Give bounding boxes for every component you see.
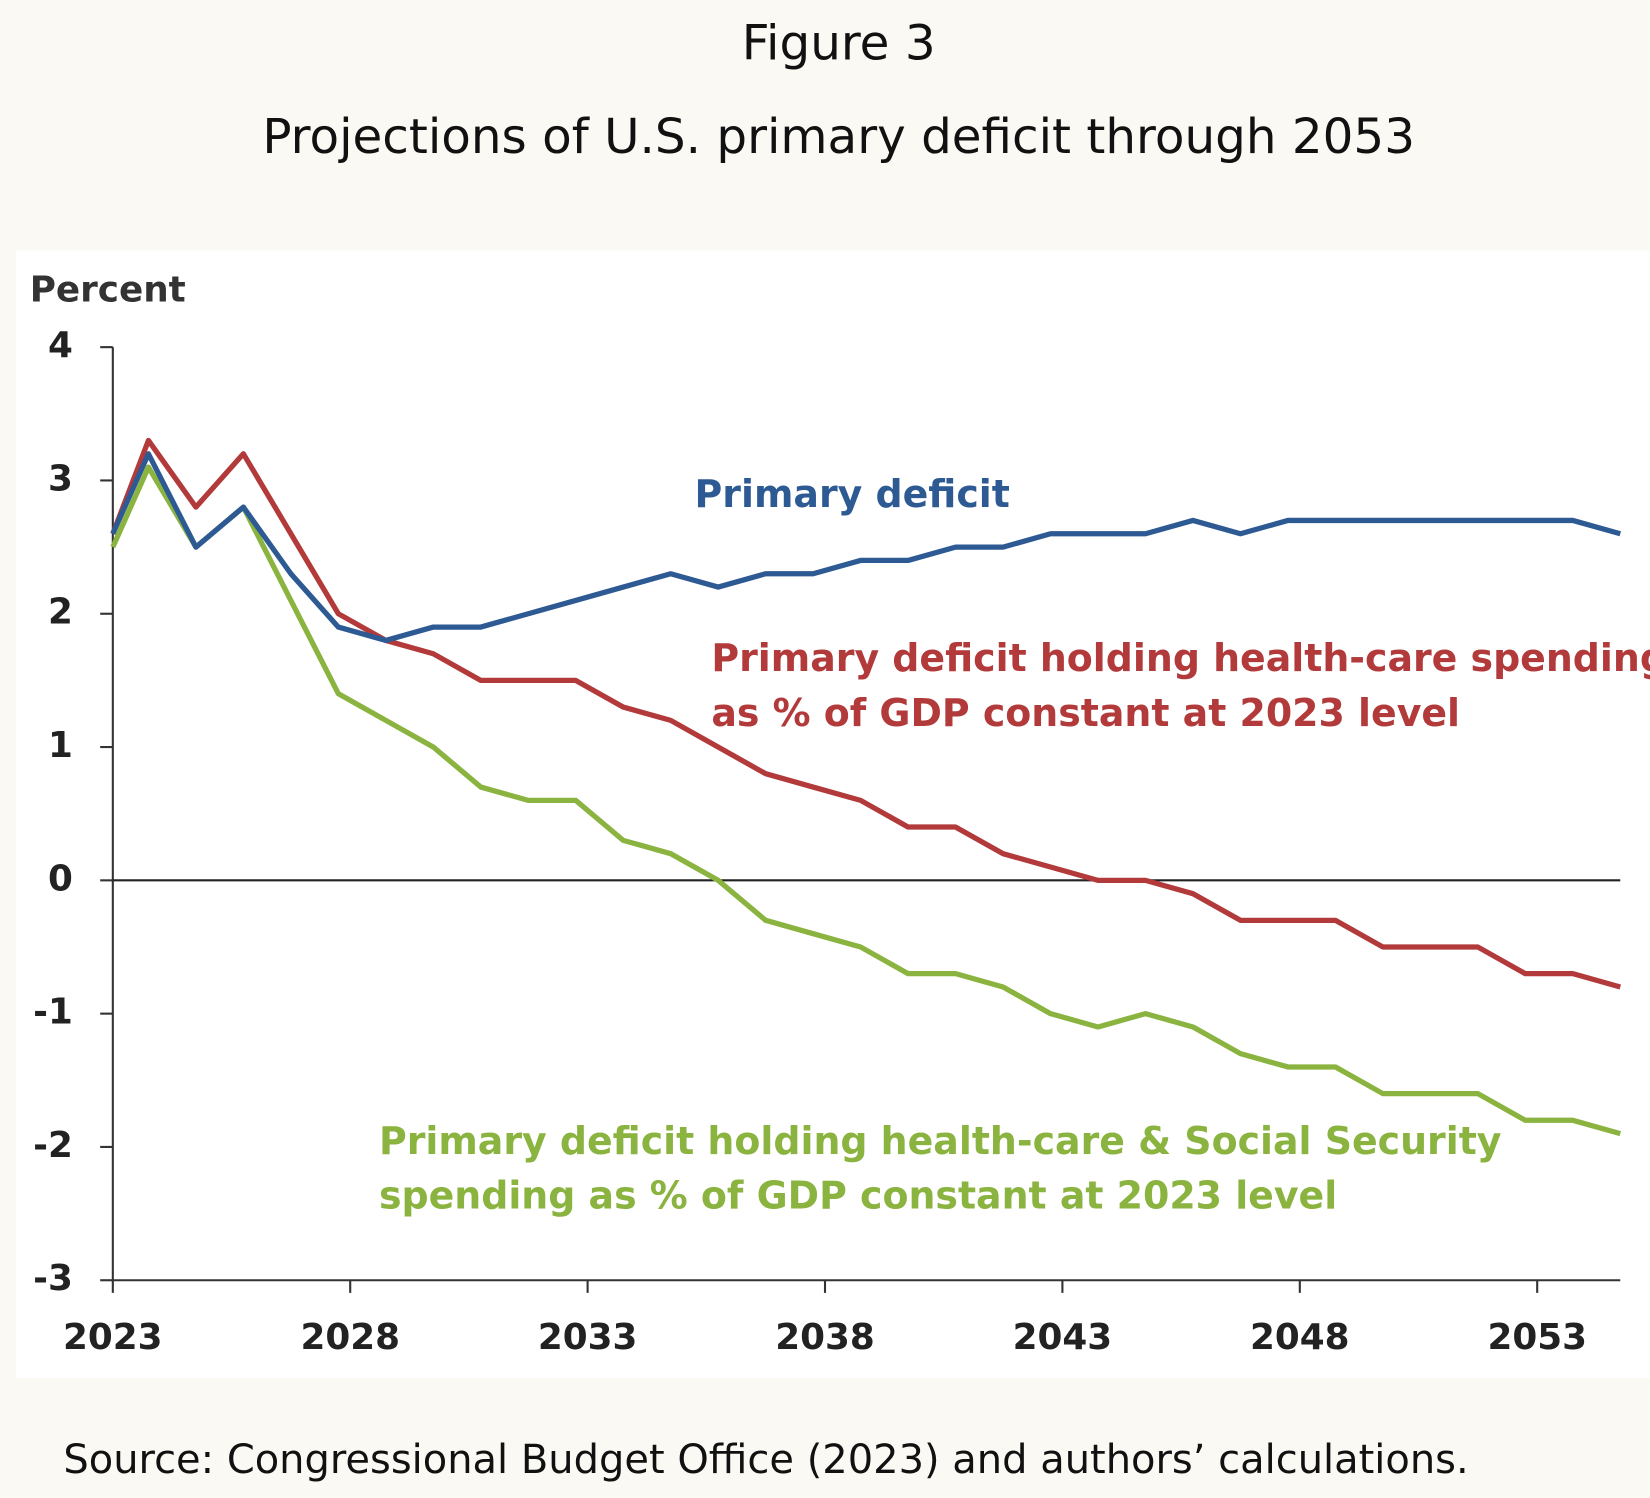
- chart-panel: [16, 250, 1650, 1379]
- series-line: [110, 464, 1621, 1137]
- y-tick-label: 1: [48, 725, 73, 766]
- y-tick-label: -1: [33, 992, 73, 1033]
- series-label: Primary deficit: [695, 472, 1010, 516]
- y-tick-label: 0: [48, 858, 73, 899]
- x-tick-label: 2048: [1250, 1317, 1350, 1358]
- x-tick-label: 2038: [775, 1317, 875, 1358]
- y-tick-label: 2: [48, 592, 73, 633]
- chart-title: Figure 3: [742, 15, 936, 71]
- y-tick-label: -3: [33, 1258, 73, 1299]
- series-label: as % of GDP constant at 2023 level: [711, 691, 1460, 735]
- x-tick-label: 2053: [1487, 1317, 1587, 1358]
- x-tick-label: 2033: [538, 1317, 638, 1358]
- series-line: [110, 437, 1621, 990]
- series-label: Primary deficit holding health-care & So…: [379, 1119, 1502, 1163]
- y-tick-label: 4: [48, 325, 73, 366]
- series-label: spending as % of GDP constant at 2023 le…: [379, 1174, 1337, 1218]
- series-line: [110, 451, 1621, 644]
- x-tick-label: 2028: [300, 1317, 400, 1358]
- y-tick-label: -2: [33, 1125, 73, 1166]
- y-axis-label: Percent: [30, 269, 186, 310]
- y-tick-label: 3: [48, 458, 73, 499]
- series-label: Primary deficit holding health-care spen…: [711, 636, 1650, 680]
- x-tick-label: 2023: [63, 1317, 163, 1358]
- chart-subtitle: Projections of U.S. primary deficit thro…: [262, 109, 1415, 165]
- source-note: Source: Congressional Budget Office (202…: [63, 1437, 1468, 1483]
- x-tick-label: 2043: [1013, 1317, 1112, 1358]
